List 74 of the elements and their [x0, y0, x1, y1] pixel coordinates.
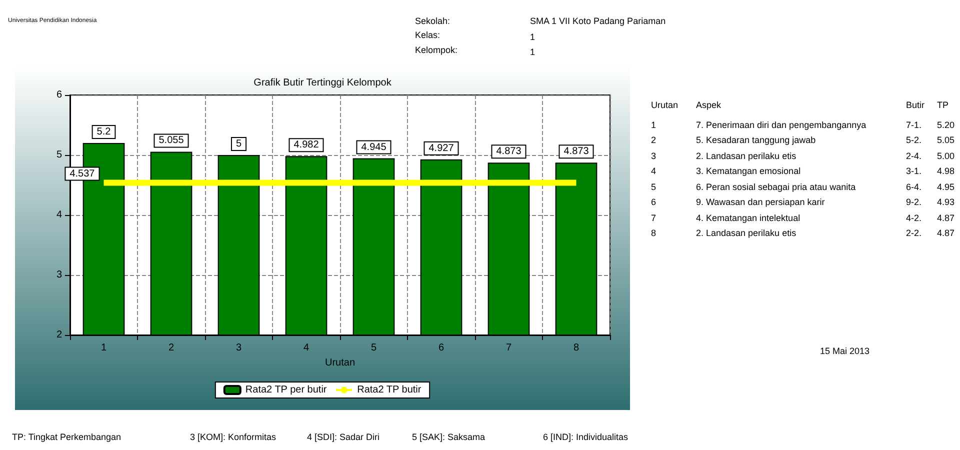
text: 15 Mai 2013: [820, 346, 870, 356]
text: SMA 1 VII Koto Padang Pariaman: [530, 16, 666, 26]
text: 3-1.: [906, 166, 922, 176]
data-label: 4.945: [361, 142, 387, 153]
text: 6-4.: [906, 182, 922, 192]
text: 7: [651, 212, 656, 222]
text: 6. Peran sosial sebagai pria atau wanita: [696, 182, 856, 192]
data-label: 4.537: [70, 168, 96, 180]
text: 2: [651, 135, 656, 145]
text: 4.98: [937, 166, 955, 176]
text: 4 [SDI]: Sadar Diri: [307, 432, 380, 442]
y-tick-label: 2: [56, 330, 62, 340]
text: 5. Kesadaran tanggung jawab: [696, 135, 816, 145]
text: 4.87: [937, 212, 955, 222]
text: 4. Kematangan intelektual: [696, 212, 800, 222]
text: Butir: [906, 100, 925, 110]
text: Sekolah:: [415, 16, 450, 26]
data-label: 4.873: [564, 146, 590, 158]
text: 6 [IND]: Individualitas: [543, 432, 628, 442]
text: 5 [SAK]: Saksama: [412, 432, 486, 442]
text: 5.20: [937, 120, 955, 130]
x-tick-label: 4: [303, 342, 310, 354]
text: 5.00: [937, 150, 955, 160]
data-label: 5.055: [158, 135, 184, 146]
text: 7-1.: [906, 120, 922, 130]
text: Kelompok:: [415, 45, 458, 55]
text: 6: [651, 197, 656, 207]
text: 1: [530, 32, 536, 42]
x-tick-label: 1: [100, 342, 107, 354]
text: 2. Landasan perilaku etis: [696, 228, 796, 238]
chart-title: Grafik Butir Tertinggi Kelompok: [254, 78, 392, 88]
text: Aspek: [696, 100, 722, 110]
text: 3. Kematangan emosional: [696, 166, 801, 176]
text: 7. Penerimaan diri dan pengembangannya: [696, 120, 866, 130]
text: 4.95: [937, 182, 955, 192]
text: 5.05: [937, 135, 955, 145]
text: Kelas:: [415, 30, 440, 40]
text: 3 [KOM]: Konformitas: [190, 432, 276, 442]
text: TP: Tingkat Perkembangan: [12, 432, 122, 442]
data-label: 4.873: [496, 146, 522, 158]
x-tick-label: 5: [370, 342, 377, 354]
text: 4.87: [937, 228, 955, 238]
x-tick-label: 3: [236, 342, 242, 354]
text: 4: [651, 166, 656, 176]
text: 5-2.: [906, 135, 922, 145]
text: 8: [651, 228, 656, 238]
text: Urutan: [651, 100, 678, 110]
text: 9. Wawasan dan persiapan karir: [696, 197, 825, 207]
data-label: 4.982: [294, 140, 320, 151]
x-tick-label: 2: [168, 342, 174, 354]
y-tick-label: 5: [56, 150, 62, 160]
x-tick-label: 8: [573, 342, 580, 354]
text: 3: [651, 150, 656, 160]
text: 4.93: [937, 197, 955, 207]
data-label: 4.927: [428, 142, 454, 154]
text: 9-2.: [906, 197, 922, 207]
y-tick-label: 3: [56, 270, 62, 280]
data-label: 5: [236, 138, 242, 150]
legend-label: Rata2 TP butir: [357, 384, 422, 396]
text: 1: [530, 47, 536, 57]
text: 2-2.: [906, 228, 922, 238]
text: 4-2.: [906, 212, 922, 222]
text: TP: [937, 100, 949, 110]
x-axis-title: Urutan: [324, 357, 356, 368]
x-tick-label: 6: [438, 342, 444, 354]
legend-label: Rata2 TP per butir: [245, 384, 328, 396]
text: 2. Landasan perilaku etis: [696, 150, 796, 160]
x-tick-label: 7: [506, 342, 512, 354]
y-tick-label: 6: [56, 90, 62, 100]
text: 2-4.: [906, 150, 922, 160]
text: 1: [651, 120, 656, 130]
text: 5: [651, 182, 656, 192]
y-tick-label: 4: [56, 210, 62, 220]
data-label: 5.2: [96, 126, 112, 138]
